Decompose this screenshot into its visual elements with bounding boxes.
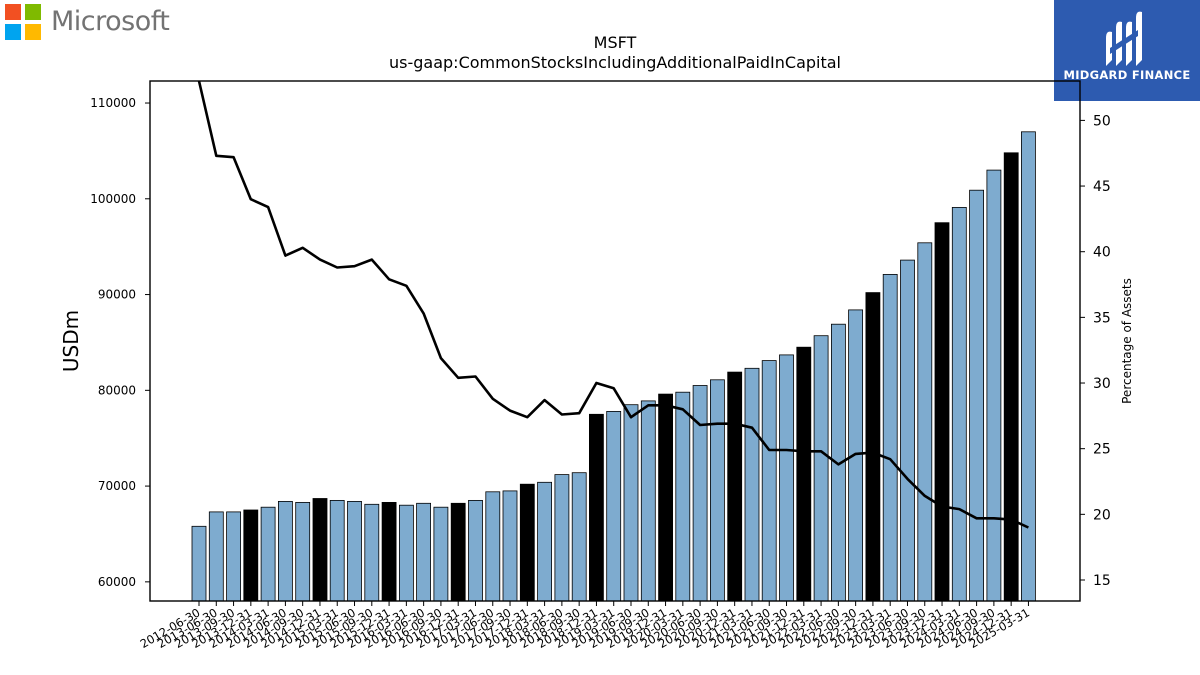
logo-square-yellow [25,24,41,40]
bar [1021,131,1036,602]
bar [986,169,1002,602]
y-axis-ticks: 60000 70000 80000 90000 100000 110000 [90,96,150,589]
midgard-wordmark: MIDGARD FINANCE [1063,68,1191,82]
bar [277,500,293,602]
bar [969,189,984,602]
bar [917,242,933,602]
bar [502,490,518,602]
bar [951,206,967,602]
bar [796,346,812,602]
bar [623,404,639,602]
bar [554,474,570,602]
y2-tick-label: 30 [1093,376,1111,392]
bar [243,509,259,602]
y-tick-label: 80000 [98,383,136,397]
bar [416,502,432,602]
logo-square-green [25,4,41,20]
chart-title: MSFT [594,33,637,52]
y2-axis-label: Percentage of Assets [1120,278,1134,404]
bar [727,371,743,602]
bar [606,410,622,602]
bar [485,491,501,602]
bar [433,506,449,602]
bar [744,367,760,602]
bar [191,525,207,602]
bar [761,360,777,602]
bar [260,506,276,602]
logo-square-blue [5,24,21,40]
bar [450,502,466,602]
bar [537,481,552,602]
midgard-finance-logo: MIDGARD FINANCE [1054,0,1200,101]
y-axis-label: USDm [59,310,83,372]
bar [1003,152,1019,602]
y-tick-label: 60000 [98,575,136,589]
y2-axis-ticks: 15 20 25 30 35 40 45 50 [1080,113,1111,589]
bar [226,511,242,602]
bar [398,504,414,602]
bar [865,292,881,602]
y2-tick-label: 50 [1093,113,1111,129]
percentage-line [197,81,1029,529]
bar [710,379,725,602]
bar [519,483,535,602]
bar [640,400,656,602]
y-tick-label: 110000 [90,96,136,110]
bar [329,499,345,602]
bar [347,500,362,602]
bar [934,222,950,602]
bars [191,131,1036,602]
line-series [197,81,1029,529]
bar [312,498,328,602]
plot-frame [149,80,1081,602]
bar [208,511,224,602]
bar [571,472,587,602]
chart-subtitle: us-gaap:CommonStocksIncludingAdditionalP… [389,53,841,72]
logo-square-red [5,4,21,20]
bar [675,391,691,602]
y-tick-label: 90000 [98,288,136,302]
bar [882,273,898,602]
midgard-mark-icon [1106,11,1142,67]
x-axis-ticks: 2012-06-302013-06-302013-09-302013-12-31… [138,601,1032,651]
bar [658,393,673,602]
bar [381,501,397,602]
y2-tick-label: 15 [1093,573,1111,589]
y2-tick-label: 25 [1093,442,1111,458]
bar [900,259,915,602]
y2-tick-label: 35 [1093,310,1111,326]
bar [468,499,483,602]
bar [589,413,604,602]
bar [364,503,380,602]
y2-tick-label: 40 [1093,245,1111,261]
bar [295,501,311,602]
bar [692,385,708,602]
y-tick-label: 70000 [98,479,136,493]
bar [779,354,794,602]
bar [813,335,829,602]
y-tick-label: 100000 [90,192,136,206]
microsoft-wordmark: Microsoft [51,6,170,37]
y2-tick-label: 45 [1093,179,1111,195]
y2-tick-label: 20 [1093,507,1111,523]
